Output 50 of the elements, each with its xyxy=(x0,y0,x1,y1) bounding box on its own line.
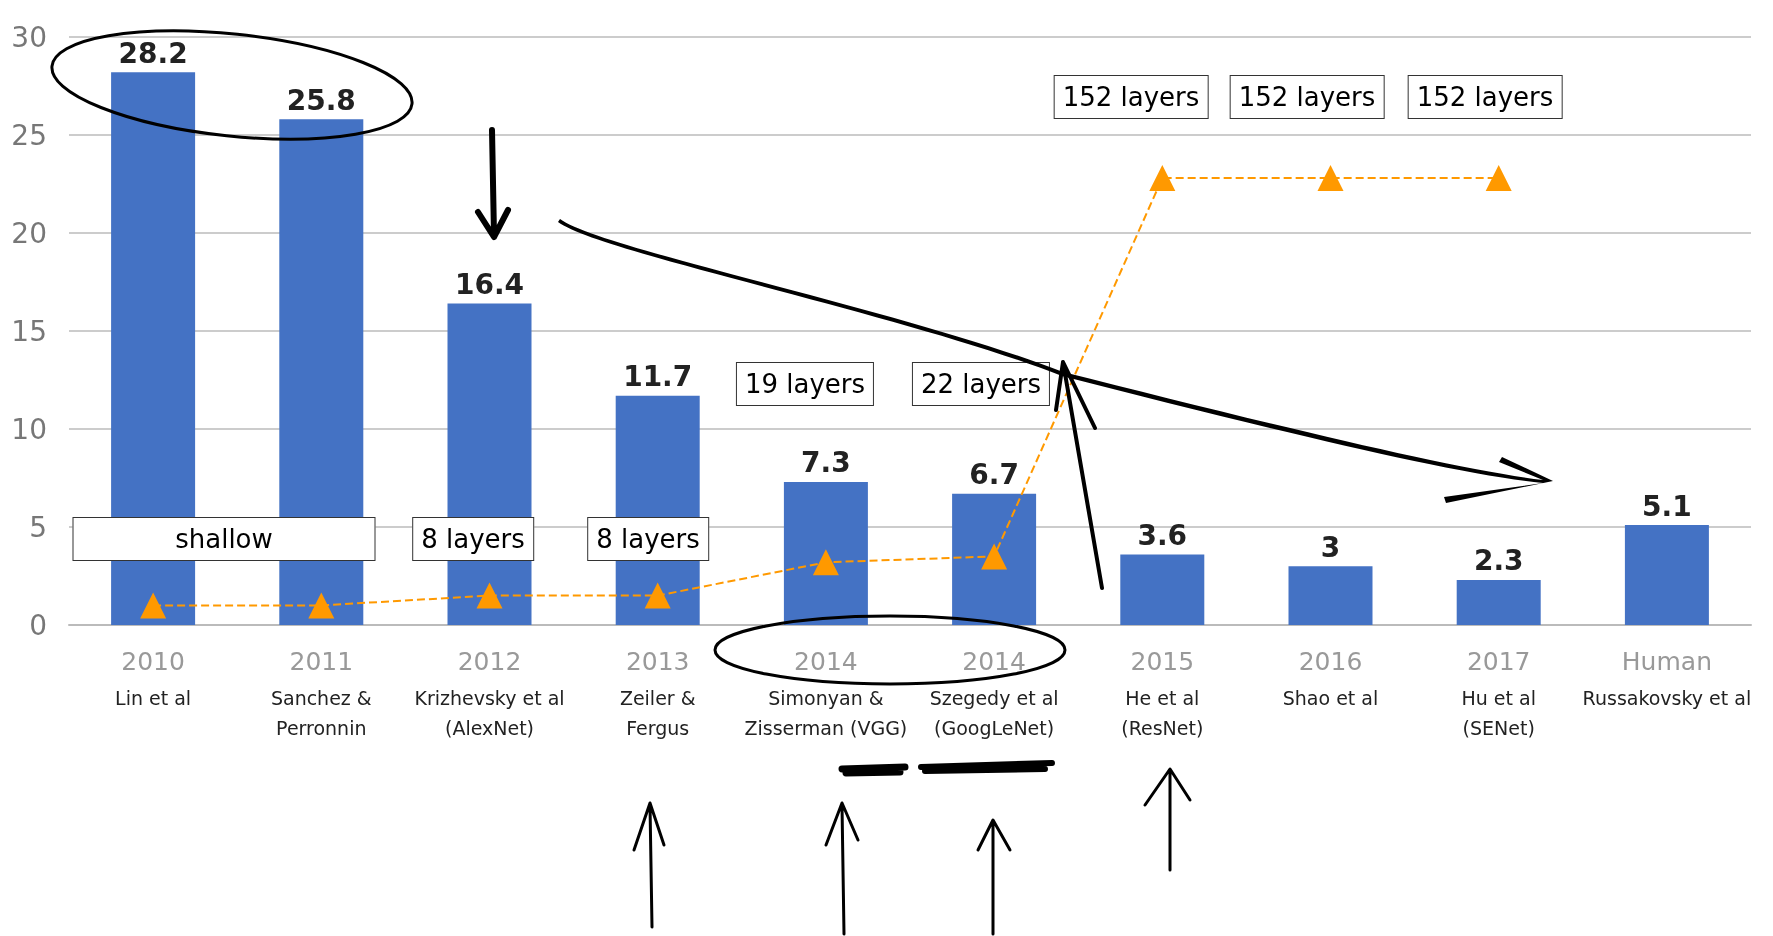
text-box: 22 layers xyxy=(911,362,1051,406)
x-tick-label: 2014 Simonyan & Zisserman (VGG) xyxy=(744,646,908,739)
data-label: 2.3 xyxy=(1473,544,1524,578)
bar xyxy=(783,481,868,625)
text-box: 19 layers xyxy=(735,362,875,406)
y-tick-label: 5 xyxy=(29,510,47,544)
bar xyxy=(952,493,1037,625)
y-tick-label: 20 xyxy=(11,216,47,250)
point xyxy=(812,549,839,576)
text-box: 152 layers xyxy=(1407,75,1563,119)
x-tick-label: 2011 Sanchez & Perronnin xyxy=(270,646,372,739)
point xyxy=(1485,165,1512,192)
data-label: 25.8 xyxy=(286,83,356,117)
bar xyxy=(1288,566,1373,625)
data-label: 16.4 xyxy=(454,268,525,302)
y-tick-label: 0 xyxy=(29,608,47,642)
data-label: 5.1 xyxy=(1642,489,1692,523)
point xyxy=(308,592,335,619)
y-tick-label: 15 xyxy=(11,314,47,348)
y-tick-label: 25 xyxy=(11,118,47,152)
data-label: 3.6 xyxy=(1137,518,1188,552)
y-tick-label: 10 xyxy=(11,412,47,446)
point xyxy=(140,592,167,619)
x-tick-label: 2012 Krizhevsky et al (AlexNet) xyxy=(414,646,565,739)
x-tick-label: 2014 Szegedy et al (GoogLeNet) xyxy=(929,646,1059,739)
x-tick-label: 2013 Zeiler & Fergus xyxy=(619,646,696,739)
bar xyxy=(1120,554,1205,625)
bar xyxy=(1624,525,1709,625)
text-box: 8 layers xyxy=(587,517,709,561)
x-tick-label: 2017 Hu et al (SENet) xyxy=(1461,646,1536,739)
bar xyxy=(1456,579,1541,625)
data-label: 6.7 xyxy=(969,458,1019,492)
point xyxy=(1317,165,1344,192)
point xyxy=(476,582,503,609)
data-label: 7.3 xyxy=(801,446,851,480)
point xyxy=(981,543,1008,570)
x-tick-label: 2010 Lin et al xyxy=(115,646,192,709)
x-tick-label: 2015 He et al (ResNet) xyxy=(1121,646,1204,739)
text-box: 152 layers xyxy=(1053,75,1209,119)
text-box: 8 layers xyxy=(412,517,534,561)
data-label: 3 xyxy=(1320,530,1341,564)
text-box: 152 layers xyxy=(1229,75,1385,119)
data-label: 11.7 xyxy=(623,360,693,394)
point xyxy=(1149,165,1176,192)
data-label: 28.2 xyxy=(118,36,188,70)
x-tick-label: Human Russakovsky et al xyxy=(1582,646,1752,709)
x-tick-label: 2016 Shao et al xyxy=(1282,646,1379,709)
point xyxy=(644,582,671,609)
y-tick-label: 30 xyxy=(11,20,47,54)
text-box: shallow xyxy=(72,517,376,561)
